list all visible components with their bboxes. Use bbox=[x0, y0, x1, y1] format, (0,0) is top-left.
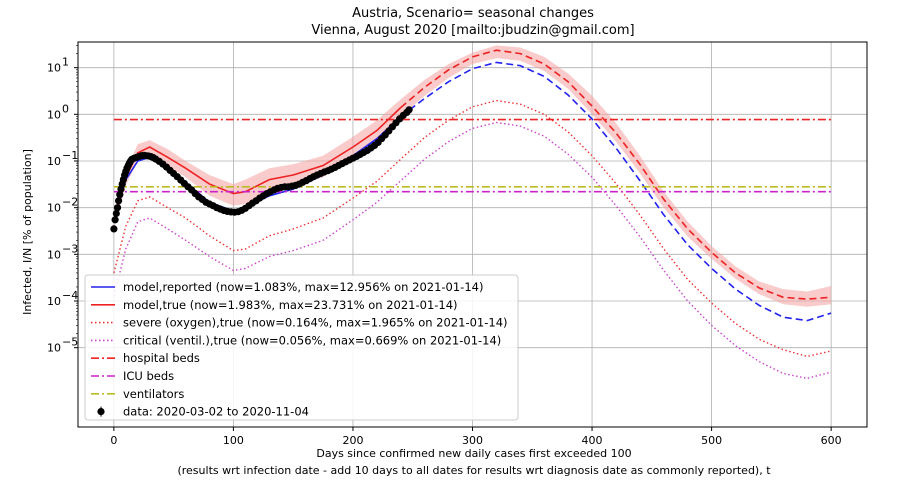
confidence-band bbox=[113, 45, 832, 307]
legend-item-8-label: data: 2020-03-02 to 2020-11-04 bbox=[123, 405, 309, 419]
y-tick-label: 10 bbox=[47, 248, 61, 261]
series-line-1 bbox=[113, 115, 402, 222]
x-tick-label: 0 bbox=[110, 434, 117, 447]
y-tick-exponent: −1 bbox=[62, 149, 78, 162]
legend: model,reported (now=1.083%, max=12.956% … bbox=[84, 274, 519, 421]
y-tick-label: 10 bbox=[47, 108, 61, 121]
data-point bbox=[405, 106, 413, 114]
uncertainty-band bbox=[113, 45, 832, 307]
series-line-2 bbox=[113, 106, 402, 222]
legend-item-7-label: ventilators bbox=[123, 387, 184, 401]
x-tick-label: 400 bbox=[582, 434, 603, 447]
legend-item-1-label: model,reported (now=1.083%, max=12.956% … bbox=[123, 280, 483, 294]
y-tick-exponent: 1 bbox=[62, 56, 69, 69]
x-axis-label: Days since confirmed new daily cases fir… bbox=[316, 447, 631, 460]
data-point bbox=[116, 191, 124, 199]
data-point bbox=[110, 225, 118, 233]
chart-subtitle: Vienna, August 2020 [mailto:jbudzin@gmai… bbox=[311, 23, 634, 38]
series-line-3 bbox=[113, 99, 832, 358]
legend-item-8-marker bbox=[97, 408, 105, 416]
series-line-1-forecast bbox=[400, 61, 832, 322]
legend-box bbox=[84, 274, 519, 421]
chart-title: Austria, Scenario= seasonal changes bbox=[352, 6, 594, 21]
y-tick-exponent: −2 bbox=[62, 196, 78, 209]
data-points bbox=[110, 106, 413, 233]
y-tick-exponent: −4 bbox=[62, 289, 78, 302]
legend-item-6-label: ICU beds bbox=[123, 369, 174, 383]
axes-frame bbox=[77, 41, 868, 428]
series-line-2-forecast bbox=[400, 49, 832, 300]
x-tick-label: 600 bbox=[821, 434, 842, 447]
y-tick-label: 10 bbox=[47, 155, 61, 168]
y-tick-exponent: −3 bbox=[62, 242, 78, 255]
data-point bbox=[113, 204, 122, 212]
y-axis-label: Infected, I/N [% of population] bbox=[21, 149, 34, 315]
x-axis-label-secondary: (results wrt infection date - add 10 day… bbox=[177, 464, 771, 477]
series-line-4 bbox=[113, 121, 832, 380]
y-tick-exponent: −5 bbox=[62, 336, 78, 349]
data-point bbox=[115, 197, 123, 205]
legend-item-5-label: hospital beds bbox=[123, 351, 200, 365]
y-tick-exponent: 0 bbox=[62, 102, 69, 115]
x-tick-label: 300 bbox=[462, 434, 483, 447]
x-tick-label: 200 bbox=[342, 434, 363, 447]
legend-item-2-label: model,true (now=1.983%, max=23.731% on 2… bbox=[123, 298, 458, 312]
x-tick-label: 100 bbox=[223, 434, 244, 447]
x-tick-label: 500 bbox=[701, 434, 722, 447]
legend-item-3-label: severe (oxygen),true (now=0.164%, max=1.… bbox=[123, 316, 508, 330]
y-tick-label: 10 bbox=[47, 62, 61, 75]
y-tick-label: 10 bbox=[47, 342, 61, 355]
legend-item-4-label: critical (ventil.),true (now=0.056%, max… bbox=[123, 333, 501, 347]
data-point bbox=[111, 216, 119, 224]
y-tick-label: 10 bbox=[47, 295, 61, 308]
data-point bbox=[112, 209, 120, 218]
y-tick-label: 10 bbox=[47, 202, 61, 215]
x-ticks: 0 100 200 300 400 500 600 bbox=[110, 427, 842, 447]
